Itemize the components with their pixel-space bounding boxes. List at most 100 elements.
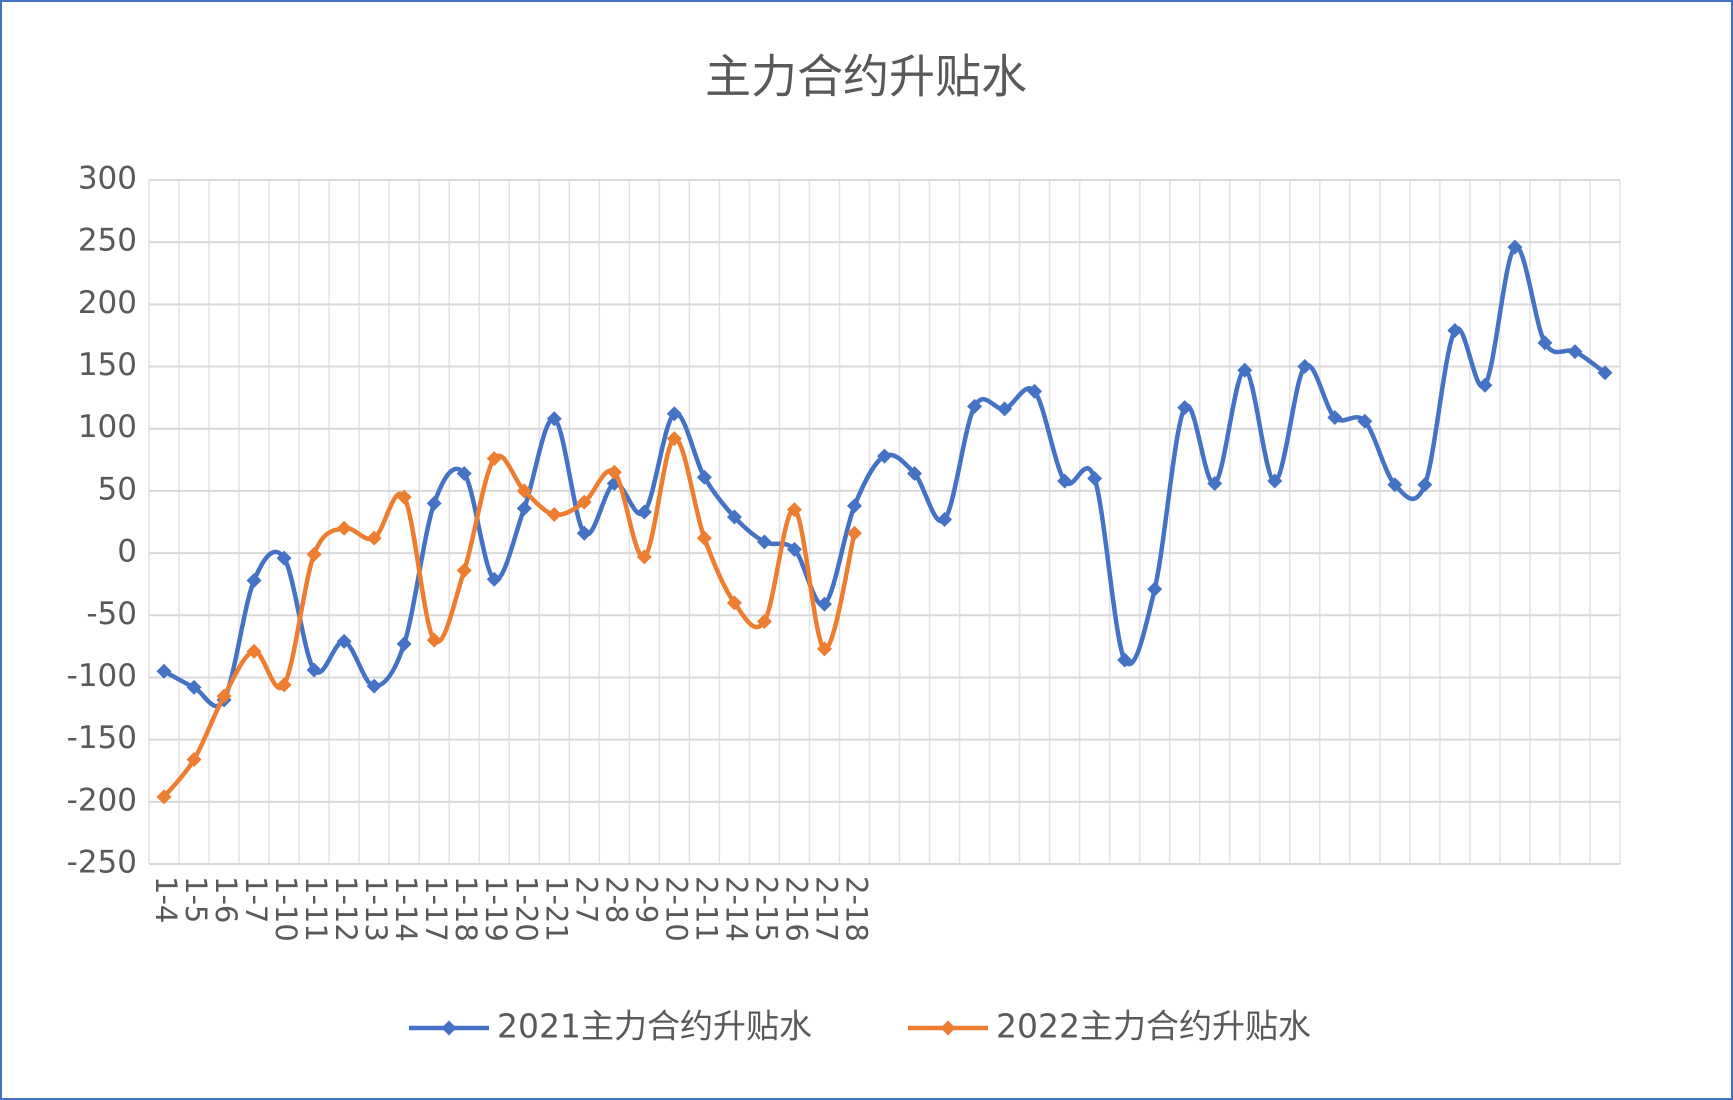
- x-tick-label: 1-6: [209, 876, 243, 923]
- x-tick-label: 1-20: [509, 876, 543, 942]
- point-marker: [396, 489, 412, 505]
- point-marker: [937, 512, 953, 528]
- point-marker: [816, 641, 832, 657]
- point-marker: [1537, 335, 1553, 351]
- y-tick-label: 200: [78, 285, 137, 321]
- point-marker: [456, 563, 472, 579]
- point-marker: [1057, 473, 1073, 489]
- legend-marker: [940, 1020, 956, 1036]
- point-marker: [1267, 473, 1283, 489]
- point-marker: [246, 572, 262, 588]
- x-tick-label: 2-8: [599, 876, 633, 923]
- point-marker: [816, 596, 832, 612]
- legend-marker: [441, 1020, 457, 1036]
- point-marker: [456, 465, 472, 481]
- x-tick-label: 1-19: [479, 876, 513, 942]
- point-marker: [606, 464, 622, 480]
- point-marker: [216, 688, 232, 704]
- point-marker: [396, 636, 412, 652]
- point-marker: [186, 679, 202, 695]
- point-marker: [1357, 413, 1373, 429]
- point-marker: [1117, 652, 1133, 668]
- y-tick-label: 50: [98, 471, 137, 507]
- x-tick-label: 1-12: [329, 876, 363, 942]
- point-marker: [786, 541, 802, 557]
- point-marker: [426, 632, 442, 648]
- point-marker: [1597, 365, 1613, 381]
- point-marker: [186, 752, 202, 768]
- point-marker: [486, 571, 502, 587]
- point-marker: [786, 502, 802, 518]
- point-marker: [336, 520, 352, 536]
- series-line: [162, 436, 857, 799]
- point-marker: [366, 678, 382, 694]
- y-tick-label: -200: [67, 782, 137, 818]
- point-marker: [756, 613, 772, 629]
- point-marker: [516, 500, 532, 516]
- point-marker: [1567, 344, 1583, 360]
- y-tick-label: 300: [78, 161, 137, 197]
- point-marker: [366, 530, 382, 546]
- point-marker: [276, 550, 292, 566]
- x-tick-label: 1-10: [269, 876, 303, 942]
- x-tick-label: 1-11: [299, 876, 333, 942]
- point-marker: [846, 498, 862, 514]
- legend-label: 2022主力合约升贴水: [996, 1007, 1311, 1046]
- point-marker: [1447, 322, 1463, 338]
- point-marker: [156, 789, 172, 805]
- point-marker: [426, 495, 442, 511]
- y-tick-label: 100: [78, 409, 137, 445]
- x-tick-label: 1-21: [539, 876, 573, 942]
- y-tick-label: 250: [78, 223, 137, 259]
- point-marker: [546, 411, 562, 427]
- point-marker: [846, 525, 862, 541]
- x-tick-label: 2-11: [689, 876, 723, 942]
- y-tick-label: 150: [78, 347, 137, 383]
- point-marker: [306, 546, 322, 562]
- x-tick-label: 1-17: [419, 876, 453, 942]
- point-marker: [1417, 477, 1433, 493]
- point-marker: [336, 633, 352, 649]
- x-tick-label: 1-7: [239, 876, 273, 923]
- point-marker: [1087, 470, 1103, 486]
- point-marker: [156, 663, 172, 679]
- point-marker: [1327, 410, 1343, 426]
- point-marker: [666, 431, 682, 447]
- point-marker: [1207, 475, 1223, 491]
- point-marker: [486, 451, 502, 467]
- point-marker: [666, 406, 682, 422]
- point-marker: [1477, 377, 1493, 393]
- point-marker: [306, 662, 322, 678]
- point-marker: [516, 483, 532, 499]
- point-marker: [636, 504, 652, 520]
- point-marker: [726, 595, 742, 611]
- point-marker: [997, 401, 1013, 417]
- point-marker: [1297, 359, 1313, 375]
- point-marker: [546, 507, 562, 523]
- x-tick-label: 1-5: [179, 876, 213, 923]
- x-tick-label: 1-13: [359, 876, 393, 942]
- point-marker: [756, 534, 772, 550]
- point-marker: [636, 549, 652, 565]
- x-tick-label: 2-16: [779, 876, 813, 942]
- x-tick-label: 1-4: [149, 876, 183, 923]
- x-tick-label: 2-14: [719, 876, 753, 942]
- point-marker: [276, 677, 292, 693]
- point-marker: [576, 525, 592, 541]
- y-tick-label: -150: [67, 720, 137, 756]
- x-tick-label: 2-7: [569, 876, 603, 923]
- x-tick-label: 1-18: [449, 876, 483, 942]
- x-tick-label: 2-17: [809, 876, 843, 942]
- x-tick-label: 2-15: [749, 876, 783, 942]
- y-tick-label: -50: [86, 596, 137, 632]
- point-marker: [1027, 383, 1043, 399]
- x-tick-label: 1-14: [389, 876, 423, 942]
- point-marker: [246, 643, 262, 659]
- legend-label: 2021主力合约升贴水: [497, 1007, 812, 1046]
- point-marker: [696, 530, 712, 546]
- chart-title: 主力合约升贴水: [705, 50, 1027, 104]
- point-marker: [696, 469, 712, 485]
- point-marker: [1237, 362, 1253, 378]
